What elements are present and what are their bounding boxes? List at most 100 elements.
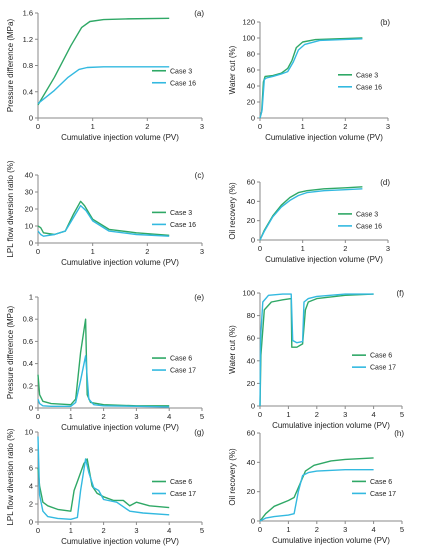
x-tick-label: 1 — [69, 412, 73, 421]
series-line — [37, 66, 170, 105]
legend-label: Case 6 — [370, 479, 392, 486]
x-axis-title: Cumulative injection volume (PV) — [265, 255, 383, 264]
series-line — [259, 38, 363, 119]
series-line — [37, 204, 170, 237]
series-line — [259, 37, 363, 119]
x-axis-title: Cumulative injection volume (PV) — [272, 536, 390, 545]
panel-label: (h) — [394, 429, 404, 438]
y-tick-label: 0 — [29, 404, 33, 413]
x-tick-label: 3 — [343, 410, 347, 419]
x-axis-title: Cumulative injection volume (PV) — [61, 258, 179, 267]
legend-label: Case 17 — [370, 491, 396, 498]
panel-label: (g) — [194, 428, 204, 437]
x-tick-label: 1 — [301, 122, 305, 131]
x-tick-label: 3 — [134, 526, 138, 535]
y-tick-label: 40 — [25, 171, 33, 180]
y-tick-label: 0 — [251, 517, 255, 526]
chart-panel: 0 1 2 3 4 5 0 20 40 60 80 100 Cumulative injection v… — [228, 289, 404, 431]
y-tick-label: 10 — [25, 222, 33, 231]
x-axis-title: Cumulative injection volume (PV) — [265, 133, 383, 142]
series-line — [37, 17, 170, 106]
y-tick-label: 0 — [251, 402, 255, 411]
x-tick-label: 4 — [372, 525, 376, 534]
y-tick-label: 2 — [29, 500, 33, 509]
y-axis-title: Oil recovery (%) — [228, 182, 237, 240]
legend-label: Case 3 — [170, 210, 192, 217]
series-line — [259, 293, 374, 407]
x-tick-label: 4 — [167, 526, 171, 535]
x-tick-label: 1 — [301, 244, 305, 253]
y-tick-label: 40 — [247, 356, 255, 365]
legend-label: Case 17 — [170, 491, 196, 498]
chart-panel: 0 1 2 3 4 5 0 2 4 6 8 10 Cumulative injection volume… — [6, 428, 204, 547]
legend-label: Case 17 — [170, 368, 196, 375]
y-axis-title: Pressure difference (MPa) — [6, 306, 15, 400]
x-tick-label: 1 — [69, 526, 73, 535]
y-tick-label: 40 — [247, 458, 255, 467]
legend-label: Case 3 — [356, 211, 378, 218]
x-tick-label: 0 — [258, 410, 262, 419]
x-tick-label: 3 — [200, 122, 204, 131]
legend-label: Case 6 — [170, 356, 192, 363]
y-tick-label: 0.8 — [23, 61, 33, 70]
legend-label: Case 6 — [170, 479, 192, 486]
x-axis-title: Cumulative injection volume (PV) — [61, 537, 179, 546]
y-tick-label: 60 — [247, 66, 255, 75]
series-line — [37, 200, 170, 236]
y-axis-title: Oil recovery (%) — [228, 448, 237, 506]
x-tick-label: 1 — [91, 122, 95, 131]
y-tick-label: 120 — [242, 18, 255, 27]
x-tick-label: 2 — [145, 122, 149, 131]
y-tick-label: 1.6 — [23, 9, 33, 18]
series-line — [259, 188, 363, 241]
series-line — [259, 293, 374, 407]
x-tick-label: 5 — [400, 410, 404, 419]
y-tick-label: 20 — [247, 98, 255, 107]
chart-panel: 0 1 2 3 0 20 40 60 Cumulative injection volume (… — [228, 178, 390, 265]
y-axis-title: LPL flow diversion ratio (%) — [6, 160, 15, 257]
y-tick-label: 60 — [247, 334, 255, 343]
x-tick-label: 0 — [258, 244, 262, 253]
y-tick-label: 80 — [247, 311, 255, 320]
legend-label: Case 3 — [356, 72, 378, 79]
y-tick-label: 0.4 — [23, 87, 33, 96]
x-axis-title: Cumulative injection volume (PV) — [272, 421, 390, 430]
x-tick-label: 5 — [400, 525, 404, 534]
legend-label: Case 17 — [370, 365, 396, 372]
y-tick-label: 0.8 — [23, 315, 33, 324]
y-tick-label: 100 — [242, 34, 255, 43]
y-tick-label: 1 — [29, 293, 33, 302]
panel-label: (f) — [396, 289, 404, 298]
x-tick-label: 2 — [343, 122, 347, 131]
y-tick-label: 0 — [251, 236, 255, 245]
legend-label: Case 16 — [170, 222, 196, 229]
y-tick-label: 20 — [247, 379, 255, 388]
chart-panel: 0 1 2 3 0 0.4 0.8 1.2 1.6 Cumulative injection vo… — [6, 9, 204, 143]
x-tick-label: 2 — [343, 244, 347, 253]
chart-panel: 0 1 2 3 0 20 40 60 80 100 120 Cumulative injection … — [228, 18, 390, 143]
y-tick-label: 0.6 — [23, 337, 33, 346]
series-line — [259, 457, 374, 522]
panel-label: (c) — [195, 171, 205, 180]
x-tick-label: 5 — [200, 412, 204, 421]
y-tick-label: 8 — [29, 446, 33, 455]
x-tick-label: 2 — [102, 412, 106, 421]
x-tick-label: 0 — [258, 525, 262, 534]
x-tick-label: 1 — [286, 410, 290, 419]
y-tick-label: 0 — [29, 518, 33, 527]
x-tick-label: 3 — [343, 525, 347, 534]
x-tick-label: 0 — [36, 526, 40, 535]
y-tick-label: 20 — [25, 205, 33, 214]
series-line — [37, 458, 170, 512]
x-tick-label: 3 — [134, 412, 138, 421]
x-tick-label: 2 — [102, 526, 106, 535]
y-tick-label: 1.2 — [23, 35, 33, 44]
panel-label: (d) — [380, 178, 390, 187]
legend-label: Case 16 — [170, 80, 196, 87]
x-tick-label: 2 — [315, 410, 319, 419]
chart-panel: 0 1 2 3 4 5 0 20 40 60 Cumulative injection volume… — [228, 429, 404, 546]
y-tick-label: 40 — [247, 197, 255, 206]
legend-label: Case 16 — [356, 223, 382, 230]
y-tick-label: 80 — [247, 50, 255, 59]
